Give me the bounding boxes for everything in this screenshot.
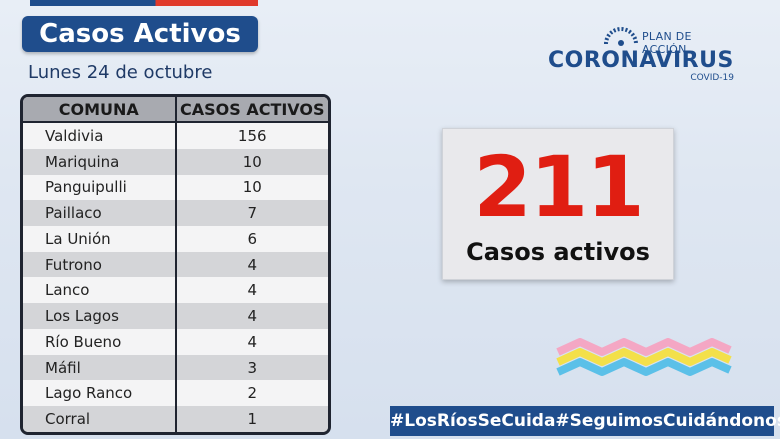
casos-cell: 10 <box>175 174 328 201</box>
comuna-cell: Mariquina <box>23 148 177 175</box>
comuna-cell: La Unión <box>23 225 177 252</box>
comuna-cell: Futrono <box>23 251 177 278</box>
casos-cell: 4 <box>175 277 328 304</box>
page-title: Casos Activos <box>22 16 258 52</box>
logo-sub-text: COVID-19 <box>690 73 734 83</box>
column-header-casos: CASOS ACTIVOS <box>175 97 328 123</box>
comuna-cell: Lanco <box>23 277 177 304</box>
comuna-cell: Corral <box>23 406 177 432</box>
decorative-waves-icon <box>556 338 732 376</box>
hashtag-seguimos: #SeguimosCuidándonos <box>555 411 780 431</box>
table-row: Máfil 3 <box>23 354 328 381</box>
table-row: Valdivia 156 <box>23 122 328 149</box>
comuna-cell: Río Bueno <box>23 328 177 355</box>
table-row: Lanco 4 <box>23 277 328 304</box>
date-label: Lunes 24 de octubre <box>28 62 213 83</box>
hashtag-bar: #LosRíosSeCuida #SeguimosCuidándonos <box>390 406 780 436</box>
total-cases-card: 211 Casos activos <box>442 128 674 280</box>
table-row: Corral 1 <box>23 406 328 432</box>
cases-table: COMUNA CASOS ACTIVOS Valdivia 156 Mariquin… <box>20 94 331 435</box>
government-seal-icon <box>604 27 638 46</box>
table-row: Futrono 4 <box>23 251 328 278</box>
total-cases-number: 211 <box>473 138 644 236</box>
table-row: Paillaco 7 <box>23 200 328 226</box>
table-row: Lago Ranco 2 <box>23 380 328 407</box>
table-header-row: COMUNA CASOS ACTIVOS <box>23 97 328 123</box>
hashtag-losrios: #LosRíosSeCuida <box>390 411 556 431</box>
casos-cell: 4 <box>175 328 328 355</box>
casos-cell: 7 <box>175 200 328 226</box>
column-header-comuna: COMUNA <box>23 97 177 123</box>
casos-cell: 1 <box>175 406 328 432</box>
logo-name-text: CORONAVIRUS <box>548 48 734 73</box>
table-row: Mariquina 10 <box>23 148 328 175</box>
comuna-cell: Paillaco <box>23 200 177 226</box>
casos-cell: 156 <box>175 122 328 149</box>
comuna-cell: Panguipulli <box>23 174 177 201</box>
comuna-cell: Los Lagos <box>23 303 177 329</box>
table-row: Los Lagos 4 <box>23 303 328 329</box>
comuna-cell: Máfil <box>23 354 177 381</box>
top-accent-bar <box>30 0 258 6</box>
casos-cell: 10 <box>175 148 328 175</box>
table-row: La Unión 6 <box>23 225 328 252</box>
comuna-cell: Valdivia <box>23 122 177 149</box>
table-row: Panguipulli 10 <box>23 174 328 201</box>
logo-plan-text: PLAN DE ACCIÓN <box>642 30 692 56</box>
comuna-cell: Lago Ranco <box>23 380 177 407</box>
table-row: Río Bueno 4 <box>23 328 328 355</box>
casos-cell: 3 <box>175 354 328 381</box>
coronavirus-logo: PLAN DE ACCIÓN CORONAVIRUS COVID-19 <box>548 26 738 86</box>
casos-cell: 4 <box>175 251 328 278</box>
casos-cell: 2 <box>175 380 328 407</box>
casos-cell: 4 <box>175 303 328 329</box>
total-cases-label: Casos activos <box>466 238 650 266</box>
casos-cell: 6 <box>175 225 328 252</box>
